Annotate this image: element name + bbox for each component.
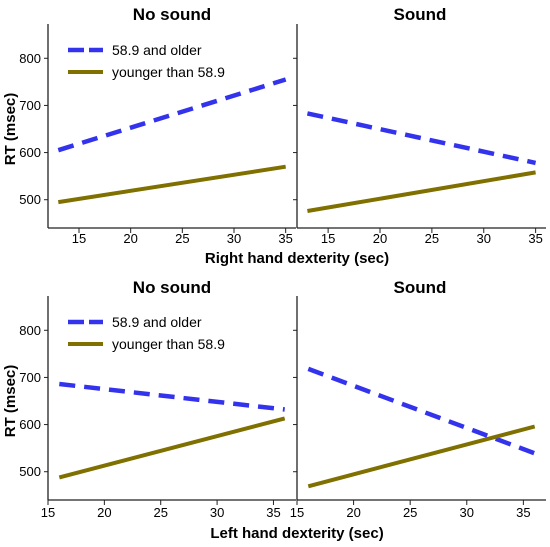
x-tick-label: 20 xyxy=(123,231,137,246)
series-line-younger xyxy=(307,424,536,489)
x-tick-label: 30 xyxy=(460,505,474,520)
y-tick-label: 700 xyxy=(19,98,41,113)
x-tick-label: 15 xyxy=(290,505,304,520)
x-tick-label: 20 xyxy=(97,505,111,520)
x-tick-label: 15 xyxy=(321,231,335,246)
y-tick-label: 500 xyxy=(19,192,41,207)
y-tick-label: 800 xyxy=(19,51,41,66)
legend-label-younger: younger than 58.9 xyxy=(112,64,225,80)
x-tick-label: 30 xyxy=(227,231,241,246)
series-line-younger xyxy=(57,164,287,205)
panel-title: No sound xyxy=(133,278,211,297)
x-tick-label: 35 xyxy=(266,505,280,520)
legend-label-older: 58.9 and older xyxy=(112,42,202,58)
x-tick-label: 15 xyxy=(72,231,86,246)
series-line-younger xyxy=(307,170,536,213)
x-tick-label: 15 xyxy=(41,505,55,520)
x-tick-label: 20 xyxy=(373,231,387,246)
y-tick-label: 600 xyxy=(19,417,41,432)
y-axis-title: RT (msec) xyxy=(2,365,19,438)
panel-title: No sound xyxy=(133,5,211,24)
x-tick-label: 25 xyxy=(175,231,189,246)
y-tick-label: 600 xyxy=(19,145,41,160)
x-tick-label: 25 xyxy=(403,505,417,520)
y-tick-label: 500 xyxy=(19,464,41,479)
y-axis-title: RT (msec) xyxy=(2,93,19,166)
y-tick-label: 700 xyxy=(19,370,41,385)
x-tick-label: 25 xyxy=(153,505,167,520)
x-tick-label: 30 xyxy=(477,231,491,246)
series-line-older xyxy=(57,77,287,153)
series-line-older xyxy=(59,381,285,412)
panel-title: Sound xyxy=(394,278,447,297)
x-tick-label: 30 xyxy=(210,505,224,520)
legend-label-older: 58.9 and older xyxy=(112,314,202,330)
x-tick-label: 20 xyxy=(346,505,360,520)
legend-label-younger: younger than 58.9 xyxy=(112,336,225,352)
x-axis-title: Right hand dexterity (sec) xyxy=(205,250,389,267)
panel-title: Sound xyxy=(394,5,447,24)
x-tick-label: 35 xyxy=(278,231,292,246)
x-axis-title: Left hand dexterity (sec) xyxy=(210,525,383,542)
x-tick-label: 35 xyxy=(516,505,530,520)
series-line-younger xyxy=(58,416,286,480)
series-line-older xyxy=(307,366,536,456)
series-line-older xyxy=(306,111,537,166)
x-tick-label: 25 xyxy=(425,231,439,246)
y-tick-label: 800 xyxy=(19,323,41,338)
x-tick-label: 35 xyxy=(528,231,542,246)
